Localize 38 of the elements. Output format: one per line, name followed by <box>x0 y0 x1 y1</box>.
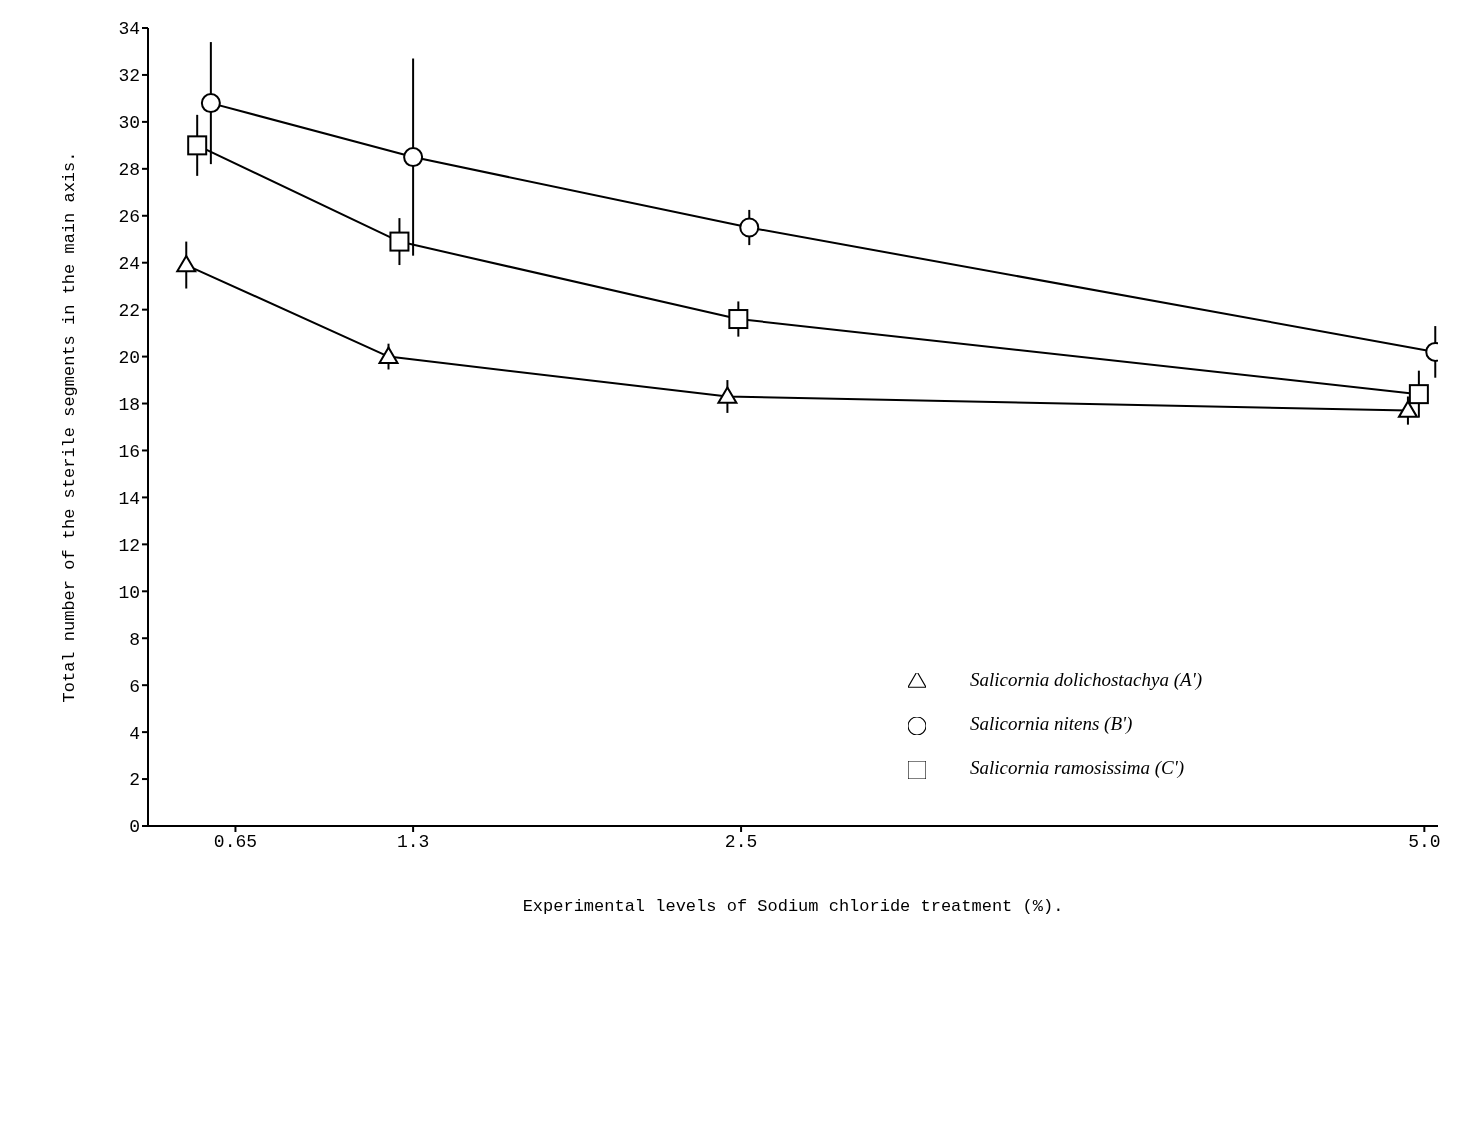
x-tick-label: 0.65 <box>213 831 258 852</box>
y-tick-label: 6 <box>129 676 140 697</box>
point <box>728 309 749 330</box>
y-tick-label: 10 <box>118 582 140 603</box>
legend-label: Salicornia ramosissima (C') <box>970 757 1185 778</box>
point <box>1408 384 1429 405</box>
y-tick-label: 24 <box>118 254 140 275</box>
y-axis-title: Total number of the sterile segments in the main axis. <box>60 151 80 703</box>
y-tick-label: 20 <box>118 347 140 368</box>
point <box>389 231 410 252</box>
y-tick-label: 16 <box>118 441 140 462</box>
x-axis-title: Experimental levels of Sodium chloride treatment (%). <box>522 897 1064 916</box>
x-tick-label: 5.0 <box>1408 831 1441 852</box>
point <box>176 255 197 273</box>
y-tick-label: 30 <box>118 113 140 134</box>
x-tick-label: 2.5 <box>724 831 758 852</box>
y-tick-label: 0 <box>129 817 140 838</box>
y-tick-label: 4 <box>129 723 140 744</box>
y-tick-label: 2 <box>129 770 140 791</box>
point <box>378 346 399 364</box>
y-tick-label: 8 <box>129 629 140 650</box>
legend-label: Salicornia nitens (B') <box>970 713 1133 734</box>
legend-label: Salicornia dolichostachya (A') <box>970 669 1203 690</box>
y-tick-label: 28 <box>118 160 140 181</box>
y-tick-label: 12 <box>118 535 140 556</box>
point <box>717 386 738 404</box>
point <box>1397 400 1418 418</box>
y-tick-label: 14 <box>118 488 140 509</box>
y-tick-label: 22 <box>118 301 140 322</box>
point <box>403 147 424 168</box>
y-tick-label: 34 <box>118 19 140 40</box>
x-tick-label: 1.3 <box>396 831 430 852</box>
y-tick-label: 18 <box>118 394 140 415</box>
y-tick-label: 32 <box>118 66 140 87</box>
point <box>187 135 208 156</box>
point <box>739 217 760 238</box>
y-tick-label: 26 <box>118 207 140 228</box>
point <box>200 93 221 114</box>
